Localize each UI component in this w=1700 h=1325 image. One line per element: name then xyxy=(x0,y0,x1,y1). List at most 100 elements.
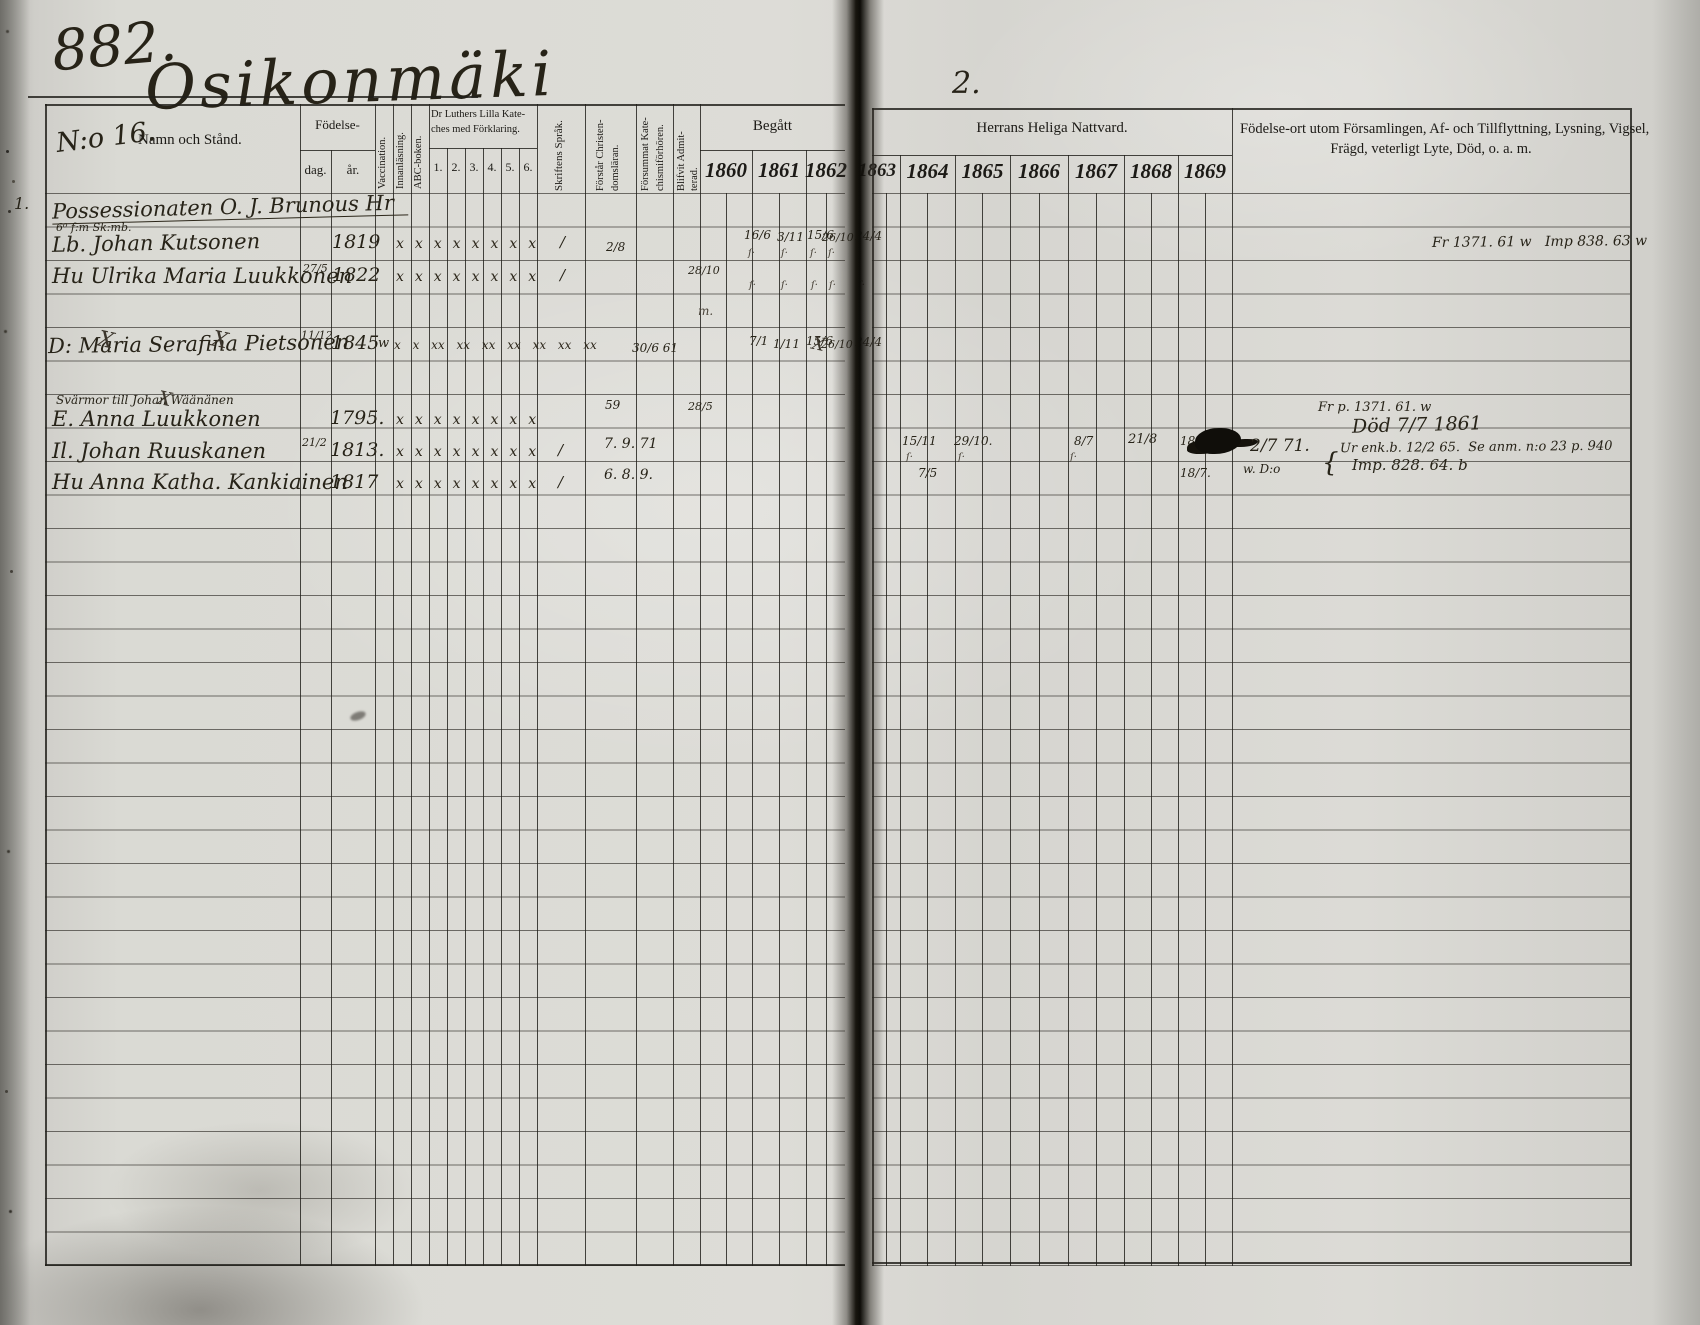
entry-r5-date-1861a: 7/1 xyxy=(749,334,769,348)
col-header-begatt: Begått xyxy=(752,118,793,134)
col-header-name: Namn och Stånd. xyxy=(138,132,242,148)
entry-r8-note1: Ur enk.b. 12/2 65. Se anm. n:o 23 p. 940 xyxy=(1339,438,1613,457)
entry-r9-name: Hu Anna Katha. Kankiainen xyxy=(52,470,348,494)
entry-r9-birth-year: 1817 xyxy=(330,471,379,493)
entry-r9-catechism-marks: xxxxxxxx xyxy=(396,476,548,492)
entry-r8-priest-sign: ſ· xyxy=(906,452,913,463)
entry-r7-note2: Död 7/7 1861 xyxy=(1351,412,1483,438)
entry-r8-name: Il. Johan Ruuskanen xyxy=(52,439,267,463)
year-1860: 1860 xyxy=(705,158,747,182)
entry-r3-ditto-sign: ſ· xyxy=(811,280,818,291)
year-1861: 1861 xyxy=(758,158,800,182)
entry-r7-birth-year: 1795. xyxy=(330,407,385,429)
year-1868: 1868 xyxy=(1130,159,1172,183)
entry-r5-date-1861b: 1/11 xyxy=(773,337,800,351)
col-header-birth: Födelse- xyxy=(315,117,360,132)
entry-r7-catechism-marks: xxxxxxxx xyxy=(396,412,548,428)
entry-r9-note: w. D:o xyxy=(1243,462,1281,476)
col-header-communion: Herrans Heliga Nattvard. xyxy=(976,120,1128,136)
col-header-admitted-line2: terad. xyxy=(689,167,700,191)
entry-r2-date-1861b: 3/11 xyxy=(777,230,804,244)
entry-r8-date-1865: 29/10. xyxy=(954,434,993,448)
col-header-catechism-line1: Dr Luthers Lilla Kate- xyxy=(431,109,526,120)
entry-r2-catechism-marks: xxxxxxxx xyxy=(396,236,548,252)
col-header-missed-line2: chismiförhören. xyxy=(655,124,666,191)
edge-specks xyxy=(6,150,9,153)
year-1865: 1865 xyxy=(961,159,1004,183)
col-header-catechism-1: 1. xyxy=(433,160,443,174)
year-1867: 1867 xyxy=(1075,159,1117,183)
entry-r8-catechism-marks: xxxxxxxx xyxy=(396,444,548,460)
entry-r5-catechism-marks: x x xx xx xx xx xx xx xx xyxy=(394,338,597,352)
year-1869: 1869 xyxy=(1184,159,1226,183)
entry-r2-language-mark: / xyxy=(560,233,566,251)
col-header-scripture-language: Skriftens Språk. xyxy=(553,120,565,191)
col-header-catechism-2: 2. xyxy=(451,160,461,174)
entry-r8-birth-day: 21/2 xyxy=(302,436,327,449)
binding-fold xyxy=(832,0,884,1325)
entry-r7-admitted: 28/5 xyxy=(688,400,713,413)
col-header-vaccination: Vaccination. xyxy=(377,136,388,189)
entry-r9-date-1864: 7/5 xyxy=(918,466,938,480)
page-edge-left xyxy=(0,0,30,1325)
entry-r3-language-mark: / xyxy=(560,266,566,284)
entry-r5-vaccination-mark: w xyxy=(378,336,390,351)
col-header-birth-day: dag. xyxy=(304,162,327,177)
entry-r8-language-mark: / xyxy=(558,441,564,459)
col-header-missed-line1: Försummat Kate- xyxy=(640,117,651,191)
entry-r8-priest-sign: ſ· xyxy=(1070,452,1077,463)
entry-r2-grade: 2/8 xyxy=(606,240,626,254)
entry-r2-priest-sign: ſ· xyxy=(781,248,788,259)
ruled-lines-right-page xyxy=(872,193,1630,1267)
entry-r8-grade: 7. 9. 71 xyxy=(604,436,658,452)
entry-r7-name: E. Anna Luukkonen xyxy=(52,407,261,431)
entry-r3-birth-year: 1822 xyxy=(332,264,381,286)
entry-r9-date-1869: 18/7. xyxy=(1180,466,1211,480)
entry-r2-priest-sign: ſ· xyxy=(748,248,755,259)
col-header-notes-line1: Födelse-ort utom Församlingen, Af- och T… xyxy=(1240,121,1650,137)
entry-r3-birth-day: 27/5 xyxy=(303,262,328,275)
entry-r9-language-mark: / xyxy=(558,473,564,491)
entry-r3-name: Hu Ulrika Maria Luukkonen xyxy=(52,264,353,288)
entry-r2-priest-sign: ſ· xyxy=(828,248,835,259)
col-header-catechism-3: 3. xyxy=(469,160,479,174)
entry-r5-missed: 30/6 61 xyxy=(632,341,679,355)
entry-r9-grade: 6. 8. 9. xyxy=(604,467,653,483)
entry-r5-birth-year: 1845 xyxy=(331,332,380,354)
entry-r8-date-1868: 21/8 xyxy=(1128,432,1158,447)
entry-r2-priest-sign: ſ· xyxy=(810,248,817,259)
entry-r8-date-1864: 15/11 xyxy=(902,434,937,448)
col-header-catechism-5: 5. xyxy=(505,160,515,174)
entry-r3-ditto-sign: ſ· xyxy=(781,280,788,291)
entry-r2-name: Lb. Johan Kutsonen xyxy=(51,229,261,257)
year-1866: 1866 xyxy=(1018,159,1060,183)
entry-r2-birth-year: 1819 xyxy=(332,231,381,253)
entry-r4-flourish: m. xyxy=(698,304,714,318)
col-header-abc-book: ABC-boken. xyxy=(413,135,424,189)
col-header-understands-line1: Förstår Christen- xyxy=(595,119,606,191)
col-header-catechism-4: 4. xyxy=(487,160,497,174)
entry-r8-brace: { xyxy=(1322,448,1339,478)
entry-r8-priest-sign: ſ· xyxy=(958,452,965,463)
entry-r8-date-after-blot: 2/7 71. xyxy=(1250,436,1310,456)
entry-r2-note: Fr 1371. 61 w Imp 838. 63 w xyxy=(1431,233,1648,251)
col-header-understands-line2: domsläran. xyxy=(610,144,621,191)
entry-r7-grade: 59 xyxy=(605,398,621,412)
entry-r7-annotation: Svärmor till Johan Wäänänen xyxy=(56,393,234,407)
entry-r5-date-1862a: 15/6 xyxy=(806,334,833,348)
col-header-birth-year: år. xyxy=(346,162,360,177)
entry-r8-date-1867: 8/7 xyxy=(1074,434,1094,448)
entry-r5-birth-day: 11/12 xyxy=(301,329,333,342)
entry-r3-ditto-sign: ſ· xyxy=(749,280,756,291)
col-header-reading: Innanläsning. xyxy=(395,132,406,189)
margin-row-number: 1. xyxy=(14,194,30,213)
entry-r3-catechism-marks: xxxxxxxx xyxy=(396,269,548,285)
page-number: 2. xyxy=(952,66,981,101)
col-header-notes-line2: Frägd, veterligt Lyte, Död, o. a. m. xyxy=(1330,141,1532,157)
col-header-admitted-line1: Blifvit Admit- xyxy=(676,131,687,191)
entry-r3-admitted: 28/10 xyxy=(688,264,720,277)
ruled-lines-left-page xyxy=(45,193,845,1267)
entry-r7-note1: Fr p. 1371. 61. w xyxy=(1318,400,1432,415)
page-edge-right xyxy=(1652,0,1700,1325)
